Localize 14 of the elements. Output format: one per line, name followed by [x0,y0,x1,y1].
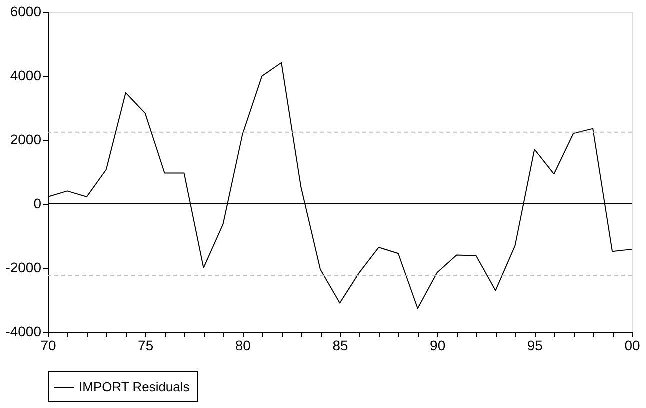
y-tick-label: -2000 [6,260,42,276]
x-tick-label: 00 [624,338,640,354]
y-tick-label: 0 [34,196,42,212]
y-tick-label: 4000 [10,68,42,84]
x-tick-label: 70 [40,338,56,354]
y-tick-label: -4000 [6,324,42,340]
x-tick-label: 85 [332,338,348,354]
legend-label: IMPORT Residuals [79,380,190,394]
x-tick-label: 75 [138,338,154,354]
x-tick-label: 90 [430,338,446,354]
y-tick-label: 6000 [10,4,42,20]
x-tick-label: 80 [235,338,252,354]
y-tick-label: 2000 [10,132,42,148]
x-tick-label: 95 [527,338,544,354]
